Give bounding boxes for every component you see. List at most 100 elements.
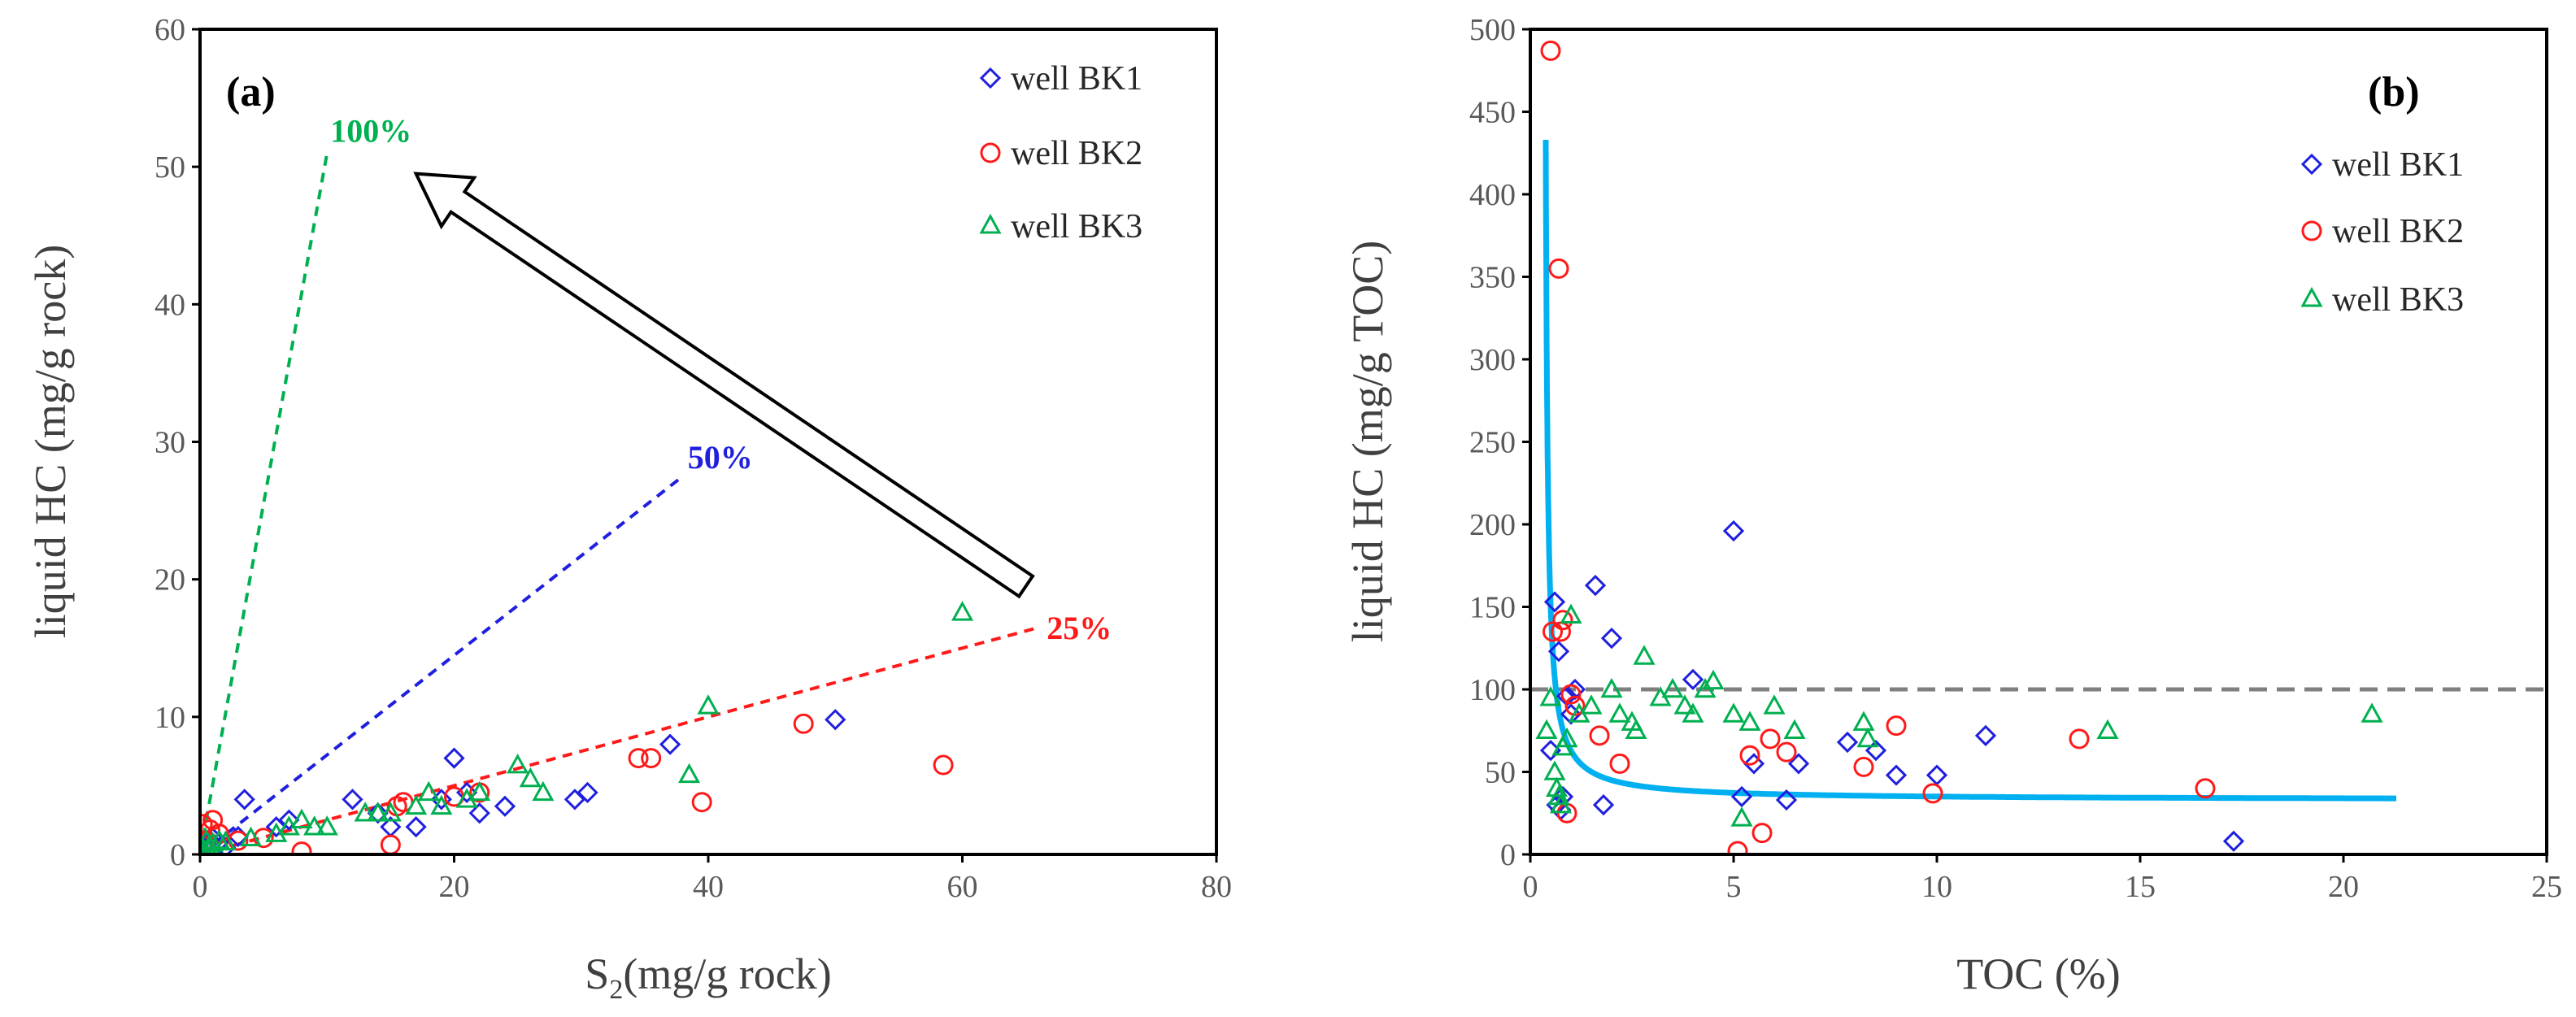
panel-b-y-tick-label: 50: [1485, 756, 1516, 790]
panel-a-point-bk3: [678, 763, 701, 784]
panel-a-point-bk3: [239, 826, 263, 846]
panel-a-point-bk1: [233, 789, 255, 811]
panel-b-point-bk3: [1560, 603, 1582, 624]
panel-b-point-bk2: [1739, 745, 1760, 766]
panel-b-y-tick-label: 100: [1469, 673, 1516, 707]
panel-b-ylabel: liquid HC (mg/g TOC): [1343, 241, 1392, 643]
panel-b-point-bk1: [1974, 724, 1997, 746]
label-50-percent: 50%: [688, 439, 753, 476]
panel-b-point-bk2: [2069, 728, 2090, 750]
panel-b-point-bk3: [1625, 719, 1647, 740]
legend-b-bk3-label: well BK3: [2332, 281, 2464, 319]
panel-b-point-bk2: [1886, 715, 1907, 737]
panel-a-point-bk1: [659, 733, 681, 755]
panel-b-point-bk1: [1775, 789, 1798, 811]
panel-a-point-bk3: [214, 830, 237, 851]
panel-a-point-bk3: [468, 780, 491, 802]
panel-b-point-bk2: [1560, 684, 1582, 705]
panel-a-point-bk2: [691, 792, 712, 813]
panel-a-legend: well BK1 well BK2 well BK3: [979, 60, 1142, 246]
panel-a-point-bk1: [405, 816, 427, 838]
label-25-percent: 25%: [1046, 610, 1112, 646]
panel-b-y-tick-label: 450: [1469, 96, 1516, 130]
panel-b-point-bk3: [1702, 669, 1725, 690]
legend-a-bk3-marker: [979, 213, 1002, 234]
panel-b-point-bk3: [1738, 711, 1761, 731]
panel-b-point-bk2: [1540, 40, 1561, 61]
panel-b-point-bk3: [1580, 694, 1603, 715]
panel-b-point-bk3: [1547, 784, 1570, 806]
panel-b-y-tick-label: 250: [1469, 426, 1516, 460]
panel-b-y-tick-label: 400: [1469, 178, 1516, 212]
fit-curve-line: [1543, 140, 2396, 802]
panel-a-point-bk3: [207, 828, 230, 850]
panel-b-fit-curve: [1543, 140, 2396, 802]
legend-a-bk2-label: well BK2: [1011, 135, 1142, 172]
panel-b-y-tick-label: 0: [1500, 838, 1516, 872]
panel-a-x-tick-label: 40: [693, 870, 724, 904]
panel-b-x-tick-label: 20: [2328, 870, 2359, 904]
panel-b-y-tick-label: 500: [1469, 13, 1516, 47]
panel-a-data-points: [200, 601, 974, 854]
panel-b-x-tick-label: 15: [2125, 870, 2156, 904]
panel-a-point-bk1: [342, 789, 363, 811]
panel-b-point-bk1: [1600, 627, 1623, 650]
panel-a-ticks: 0 20 40 60 80 0 10 20 30 40 50 60: [154, 13, 1232, 904]
panel-a-x-tick-label: 60: [947, 870, 978, 904]
panel-b-point-bk3: [1673, 694, 1696, 715]
panel-b-point-bk3: [1852, 711, 1875, 731]
panel-a-point-bk1: [564, 789, 586, 811]
panel-a-point-bk3: [430, 794, 453, 815]
panel-b-point-bk2: [1609, 753, 1630, 774]
panel-a-y-tick-label: 0: [170, 838, 185, 872]
panel-b-y-tick-label: 150: [1469, 591, 1516, 625]
panel-a-point-bk1: [278, 809, 300, 831]
label-100-percent: 100%: [330, 112, 411, 149]
panel-a-point-bk3: [379, 802, 402, 822]
panel-b-x-tick-label: 10: [1921, 870, 1952, 904]
panel-a-ylabel: liquid HC (mg/g rock): [26, 245, 75, 638]
panel-b-point-bk2: [1853, 756, 1874, 777]
panel-a-xlabel-main: S: [585, 950, 609, 998]
panel-a-label: (a): [226, 69, 276, 115]
panel-b-y-tick-label: 200: [1469, 508, 1516, 542]
panel-b-label: (b): [2368, 69, 2420, 115]
panel-b-point-bk2: [1760, 728, 1781, 750]
panel-b-point-bk1: [1836, 731, 1859, 754]
panel-b-point-bk3: [1545, 776, 1569, 798]
panel-b-point-bk1: [1787, 753, 1810, 775]
panel-a-point-bk3: [290, 808, 313, 829]
legend-a-bk3-label: well BK3: [1011, 208, 1142, 246]
panel-a-point-bk3: [354, 802, 376, 822]
panel-b-point-bk3: [1763, 694, 1786, 715]
panel-a-point-bk3: [951, 601, 974, 621]
legend-b-bk2-marker: [2301, 220, 2322, 241]
panel-b-point-bk2: [1751, 823, 1773, 844]
panel-a-point-bk1: [443, 747, 465, 769]
panel-b-point-bk2: [1548, 258, 1569, 279]
panel-b-y-tick-label: 350: [1469, 261, 1516, 295]
panel-a-y-tick-label: 50: [154, 150, 185, 185]
panel-b-xlabel: TOC (%): [1956, 950, 2120, 998]
panel-b-chart: 0 5 10 15 20 25050100150200250300350400450500…: [1343, 13, 2562, 998]
panel-a-y-tick-label: 30: [154, 426, 185, 460]
panel-a-point-bk3: [532, 780, 555, 802]
panel-b-point-bk3: [1783, 719, 1806, 740]
panel-b-point-bk1: [1743, 753, 1765, 775]
panel-a-point-bk3: [367, 802, 389, 822]
panel-a-point-bk3: [507, 753, 529, 774]
panel-b-point-bk3: [1535, 719, 1558, 740]
panel-a-point-bk3: [202, 832, 224, 852]
panel-b-point-bk3: [1682, 702, 1704, 723]
legend-b-bk2-label: well BK2: [2332, 213, 2464, 250]
panel-b-point-bk3: [1539, 686, 1562, 706]
panel-a-point-bk2: [291, 841, 312, 854]
panel-a-xlabel-sub: 2: [609, 975, 623, 1005]
panel-a-y-tick-label: 60: [154, 13, 185, 47]
panel-b-point-bk3: [2361, 702, 2383, 723]
panel-b-point-bk1: [1592, 793, 1615, 816]
legend-a-bk2-marker: [980, 142, 1001, 163]
